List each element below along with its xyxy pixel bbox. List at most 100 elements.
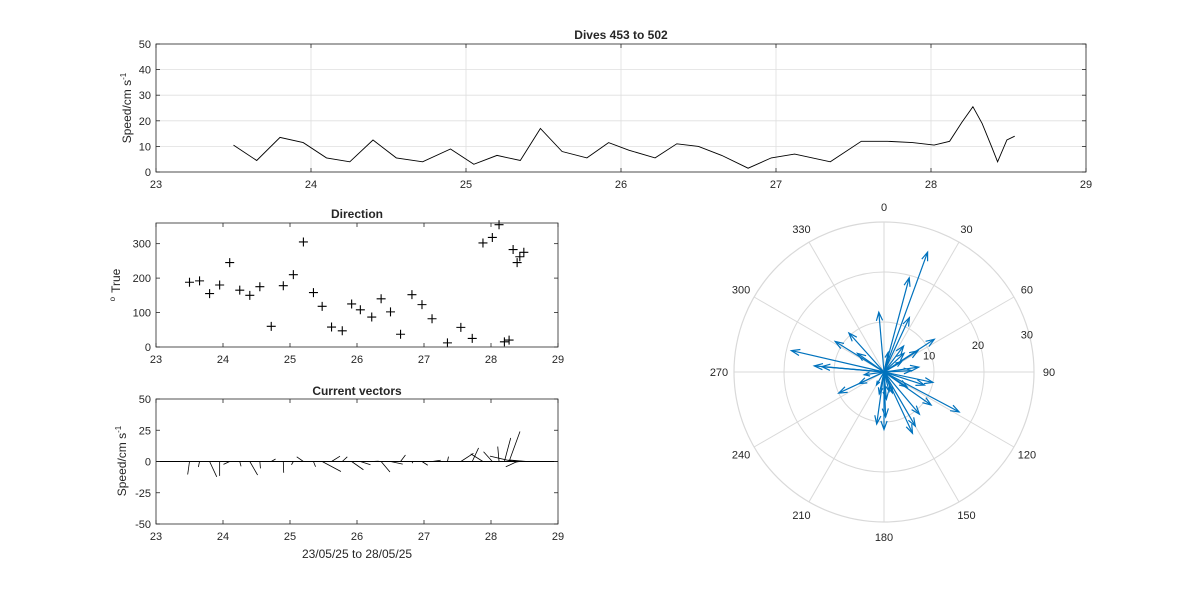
compass-angle-label: 150 (957, 510, 975, 522)
compass-arrow-head (833, 340, 845, 349)
compass-grid (733, 221, 1035, 523)
direction-point (386, 307, 395, 317)
speed-ytick-label: 50 (139, 39, 151, 51)
direction-point (298, 237, 308, 247)
vectors-xtick-label: 25 (284, 531, 296, 543)
direction-point (245, 290, 255, 300)
speed-ytick-label: 10 (139, 141, 151, 153)
direction-ticks: 23 24 25 26 27 28 29 0 100 200 300 (133, 223, 564, 366)
speed-ytick-label: 20 (139, 116, 151, 128)
compass-angle-label: 240 (732, 450, 750, 462)
direction-title: Direction (331, 207, 383, 221)
vectors-ytick-label: -25 (135, 488, 151, 500)
compass-arrow-shaft (878, 312, 885, 373)
vectors-title: Current vectors (312, 384, 402, 398)
compass-arrow-head (908, 417, 917, 428)
direction-point (519, 247, 529, 257)
vector-stick (471, 447, 479, 462)
direction-point (478, 238, 488, 248)
vector-stick (470, 453, 484, 462)
compass-arrow-shaft (875, 371, 885, 386)
direction-ytick-label: 0 (145, 342, 151, 354)
compass-arrow-head (875, 380, 881, 387)
vector-stick (209, 461, 218, 477)
compass-angle-label: 180 (875, 532, 893, 544)
compass-angle-label: 60 (1021, 285, 1033, 297)
vector-stick (223, 461, 230, 465)
vectors-panel: 23 24 25 26 27 28 29 -50 -25 0 25 50 Current vector… (114, 384, 564, 561)
compass-arrow-shaft (791, 350, 885, 373)
speed-title: Dives 453 to 502 (574, 28, 668, 42)
direction-point (288, 270, 298, 280)
compass-angle-label: 90 (1043, 367, 1055, 379)
vector-stick (271, 458, 276, 462)
speed-xtick-label: 28 (925, 179, 937, 191)
vector-stick (421, 461, 428, 466)
direction-ytick-label: 200 (133, 273, 151, 285)
compass-arrow-head (855, 352, 867, 362)
direction-point (427, 314, 437, 324)
compass-arrow-head (908, 349, 920, 359)
vectors-ytick-label: 0 (145, 457, 151, 469)
compass-arrow-head (837, 386, 848, 394)
compass-angle-label: 120 (1018, 450, 1036, 462)
speed-xtick-label: 26 (615, 179, 627, 191)
compass-arrow-shaft (883, 317, 910, 373)
direction-point (376, 294, 386, 304)
vector-stick (321, 461, 342, 472)
compass-panel: 0 30 60 90 120 150 180 210 240 270 300 330 10 20 30 (710, 202, 1055, 544)
vector-stick (509, 459, 528, 462)
compass-arrow-head (874, 415, 882, 426)
direction-point (499, 337, 509, 347)
compass-spoke (883, 296, 1015, 373)
compass-arrow-shaft (883, 371, 916, 427)
compass-arrow-head (884, 374, 889, 381)
compass-angle-label: 270 (710, 367, 728, 379)
compass-spoke (753, 371, 885, 448)
compass-arrow-head (923, 377, 935, 385)
compass-arrow-head (915, 379, 927, 386)
speed-xtick-label: 27 (770, 179, 782, 191)
compass-arrow-head (881, 408, 889, 419)
compass-radial-label: 10 (923, 350, 935, 362)
direction-point (442, 338, 452, 348)
direction-point (255, 282, 265, 292)
compass-spoke (808, 371, 885, 503)
compass-arrow-shaft (883, 371, 925, 386)
vector-stick (197, 461, 200, 468)
vectors-ylabel-text: Speed/cm s (115, 433, 129, 496)
direction-xtick-label: 29 (552, 354, 564, 366)
direction-point (195, 276, 205, 286)
compass-arrow-head (903, 276, 911, 287)
speed-ytick-label: 30 (139, 90, 151, 102)
speed-ticks: 23 24 25 26 27 28 29 0 10 20 30 40 50 (139, 39, 1092, 191)
vector-stick (514, 461, 520, 463)
compass-arrow-head (875, 310, 884, 322)
compass-arrow-head (905, 424, 914, 435)
compass-arrow-shaft (883, 366, 919, 373)
compass-arrow-shaft (878, 371, 885, 395)
direction-ylabel-prefix: o (108, 296, 117, 301)
direction-point (235, 285, 245, 295)
compass-angle-label: 210 (792, 510, 810, 522)
compass-arrow-shaft (883, 251, 929, 373)
direction-xtick-label: 23 (150, 354, 162, 366)
direction-point (215, 280, 225, 290)
vectors-marks (156, 431, 558, 477)
vectors-ylabel: Speed/cm s-1 (114, 425, 129, 496)
compass-arrow-shaft (848, 332, 885, 373)
vectors-xtick-label: 27 (418, 531, 430, 543)
direction-point (327, 322, 337, 332)
direction-panel: 23 24 25 26 27 28 29 0 100 200 300 Direction o True (108, 207, 564, 366)
vector-stick (296, 456, 304, 462)
compass-angle-label: 0 (881, 202, 887, 214)
compass-arrow-shaft (838, 371, 885, 394)
compass-radial-label: 30 (1021, 330, 1033, 342)
direction-xtick-label: 28 (485, 354, 497, 366)
direction-point (494, 220, 504, 230)
vectors-ylabel-sup: -1 (114, 425, 123, 433)
speed-ylabel: Speed/cm s-1 (119, 72, 134, 143)
vectors-xlabel: 23/05/25 to 28/05/25 (302, 547, 412, 561)
direction-point (308, 288, 318, 298)
